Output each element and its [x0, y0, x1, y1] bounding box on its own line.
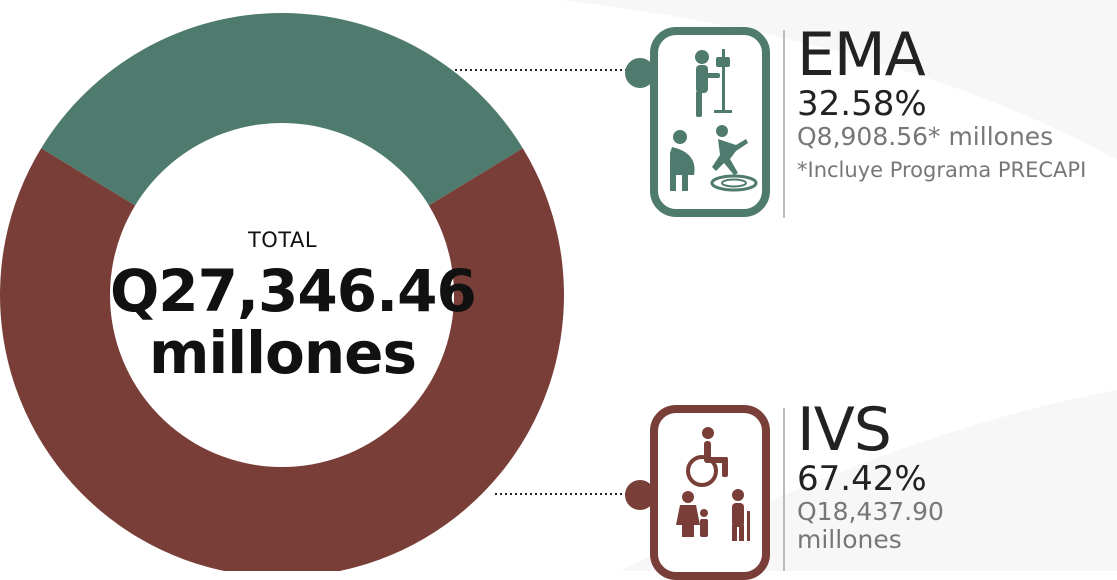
elderly-person-icon — [732, 489, 750, 541]
ema-percent: 32.58% — [797, 84, 927, 124]
ivs-amount: Q18,437.90 — [797, 497, 944, 526]
donut-slice-ema — [41, 13, 523, 206]
ivs-percent: 67.42% — [797, 459, 927, 499]
pregnant-woman-icon — [670, 130, 695, 191]
donut-center: TOTAL Q27,346.46 millones — [110, 228, 477, 387]
legend-ema: EMA 32.58% Q8,908.56* millones *Incluye … — [797, 25, 1086, 183]
ema-icon-box — [650, 27, 770, 217]
legend-ivs: IVS 67.42% Q18,437.90 millones — [797, 400, 944, 554]
wheelchair-icon — [686, 427, 728, 487]
ema-divider — [783, 30, 785, 218]
ema-connector — [455, 69, 640, 71]
ivs-icon-box — [650, 405, 770, 580]
total-unit: millones — [148, 319, 417, 387]
slip-fall-accident-icon — [710, 125, 758, 192]
total-value: Q27,346.46 — [110, 257, 477, 325]
ema-name: EMA — [797, 20, 926, 90]
ivs-connector — [495, 493, 635, 495]
ema-amount: Q8,908.56* millones — [797, 122, 1054, 151]
donut-slice-ivs — [0, 148, 564, 571]
ivs-amount-unit: millones — [797, 525, 902, 554]
iv-drip-patient-icon — [695, 49, 732, 117]
ivs-divider — [783, 408, 785, 571]
ema-note: *Incluye Programa PRECAPI — [797, 158, 1087, 182]
ivs-name: IVS — [797, 395, 892, 465]
family-icon — [676, 491, 708, 537]
total-label: TOTAL — [247, 228, 318, 252]
donut-chart — [0, 13, 564, 571]
